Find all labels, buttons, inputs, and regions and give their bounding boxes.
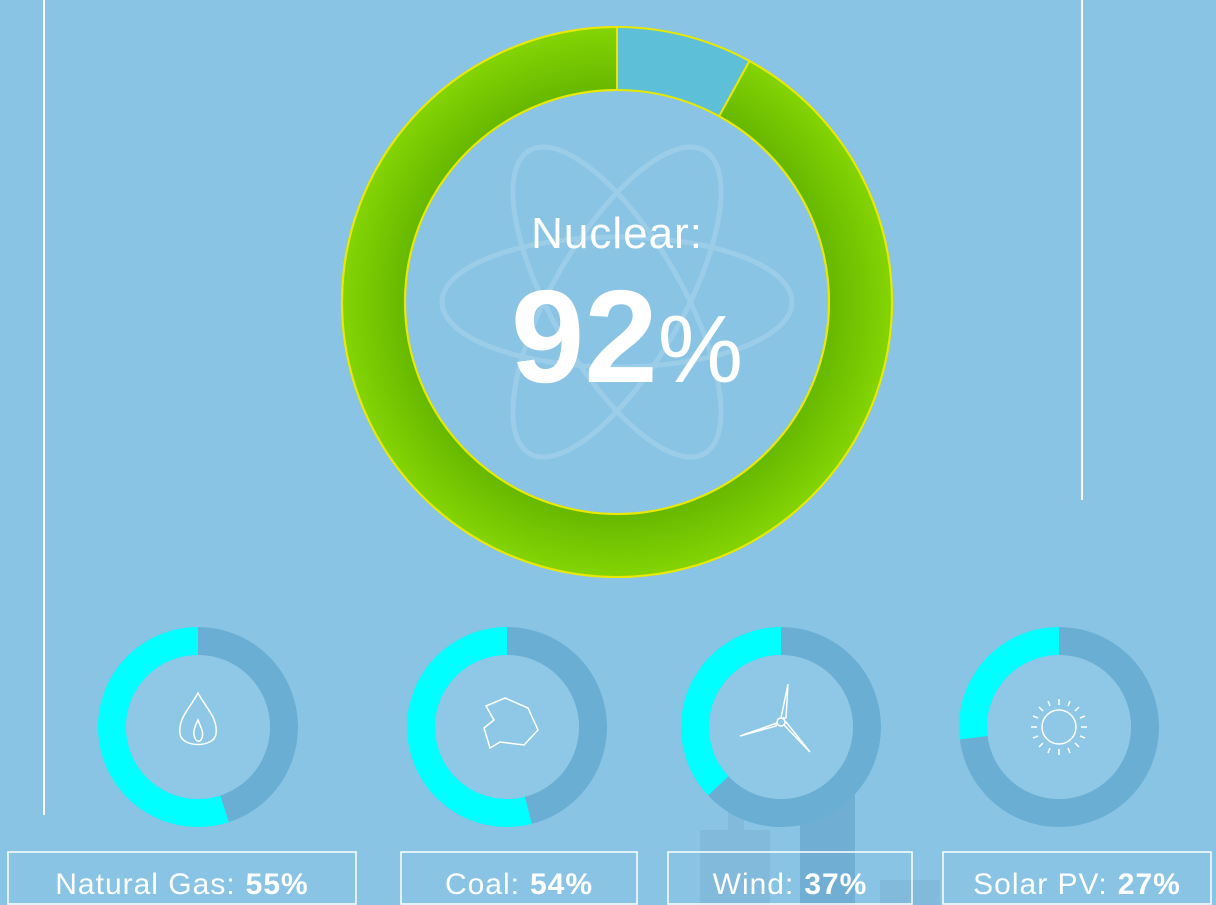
donut-label: Coal: 54% [445, 868, 593, 901]
donut-title: Coal: [445, 868, 520, 901]
donut-title: Nuclear: [531, 209, 703, 258]
donut-center [709, 655, 853, 799]
donut-center [435, 655, 579, 799]
donut-label: Wind: 37% [713, 868, 868, 901]
donut-value-label: 54% [530, 868, 593, 901]
donut-value-label: 27% [1118, 868, 1181, 901]
donut-title: Solar PV: [973, 868, 1108, 901]
donut-label: Natural Gas: 55% [55, 868, 308, 901]
donut-value-label: 55% [246, 868, 309, 901]
donut-title: Natural Gas: [55, 868, 235, 901]
donut-value-label: 37% [804, 868, 867, 901]
donut-label: Solar PV: 27% [973, 868, 1181, 901]
donut-center [126, 655, 270, 799]
donut-center [987, 655, 1131, 799]
infographic: Natural Gas: 55% Coal: 54% Wind: 37% Solar PV:… [0, 0, 1216, 905]
donut-title: Wind: [713, 868, 795, 901]
